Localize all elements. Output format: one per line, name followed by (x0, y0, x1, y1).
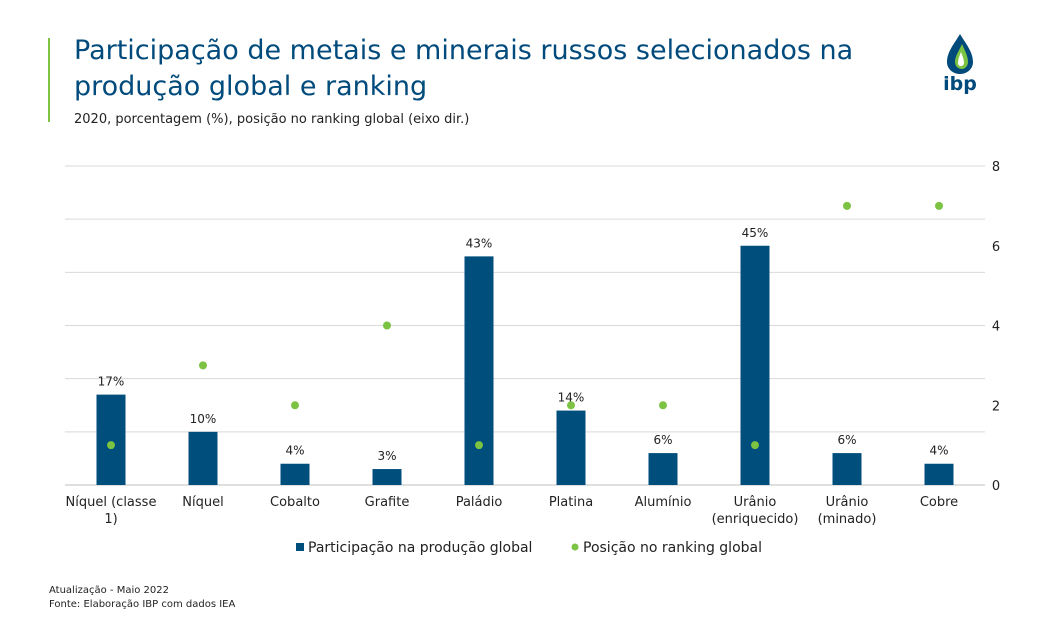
legend-bar-swatch (296, 543, 304, 551)
x-tick-label: Cobre (920, 495, 958, 510)
page-title: Participação de metais e minerais russos… (74, 35, 854, 102)
drop-logo-icon-highlight (958, 52, 964, 66)
bar-data-label: 3% (377, 449, 396, 463)
ranking-dot (659, 401, 667, 410)
legend-bar-label: Participação na produção global (308, 540, 532, 556)
logo-text: ibp (943, 73, 977, 94)
bar (280, 463, 310, 485)
gridlines (65, 165, 985, 486)
legend: Participação na produção global Posição … (296, 540, 762, 556)
bar (96, 394, 126, 485)
ranking-dot (107, 441, 115, 450)
dot-series (107, 201, 943, 450)
right-y-tick-label: 4 (992, 320, 1000, 335)
x-tick-label: Urânio (minado) (818, 495, 877, 527)
x-axis-labels: Níquel (classe 1) Níquel Cobalto Grafite Palá… (66, 495, 959, 527)
right-y-tick-label: 2 (992, 399, 1000, 414)
accent-bar (48, 38, 50, 122)
bar (648, 453, 678, 485)
ranking-dot (567, 401, 575, 410)
chart-subtitle: 2020, porcentagem (%), posição no rankin… (74, 112, 470, 127)
drop-logo-icon: ibp (943, 34, 977, 94)
bar-data-label: 17% (98, 375, 125, 389)
update-note: Atualização - Maio 2022 (49, 585, 169, 596)
x-tick-label: Paládio (456, 495, 503, 510)
bar (924, 463, 954, 485)
x-tick-label: Níquel (182, 495, 223, 510)
bar-data-label: 10% (190, 412, 217, 426)
bar-data-label: 45% (742, 226, 769, 240)
bar (372, 469, 402, 485)
x-tick-label: Grafite (365, 495, 410, 510)
right-axis-labels: 0 2 4 6 8 (992, 160, 1000, 494)
ranking-dot (383, 321, 391, 330)
x-tick-label: Urânio (enriquecido) (712, 495, 799, 527)
bar (832, 453, 862, 485)
chart: 17% 10% 4% 3% 43% 14% 6% 45% 6% 4% Níquel (classe… (65, 160, 1000, 556)
ranking-dot (843, 201, 851, 210)
bar-data-label: 14% (558, 391, 585, 405)
bar (188, 431, 218, 485)
x-tick-label: Platina (549, 495, 593, 510)
ranking-dot (291, 401, 299, 410)
bar-data-label: 4% (929, 444, 948, 458)
bar-data-labels: 17% 10% 4% 3% 43% 14% 6% 45% 6% 4% (98, 226, 949, 463)
ranking-dot (199, 361, 207, 370)
bar-series (96, 245, 954, 485)
legend-dot-label: Posição no ranking global (583, 540, 762, 556)
bar (556, 410, 586, 485)
right-y-tick-label: 8 (992, 160, 1000, 175)
legend-dot-swatch (571, 543, 579, 551)
source-note: Fonte: Elaboração IBP com dados IEA (49, 599, 236, 610)
x-tick-label: Níquel (classe 1) (66, 495, 157, 527)
ranking-dot (935, 201, 943, 210)
ranking-dot (751, 441, 759, 450)
bar-data-label: 6% (653, 433, 672, 447)
right-y-tick-label: 0 (992, 479, 1000, 494)
x-tick-label: Alumínio (635, 495, 692, 510)
bar-data-label: 4% (285, 444, 304, 458)
bar (464, 256, 494, 485)
ranking-dot (475, 441, 483, 450)
right-y-tick-label: 6 (992, 240, 1000, 255)
bar-data-label: 6% (837, 433, 856, 447)
x-tick-label: Cobalto (270, 495, 320, 510)
bar-data-label: 43% (466, 236, 493, 250)
